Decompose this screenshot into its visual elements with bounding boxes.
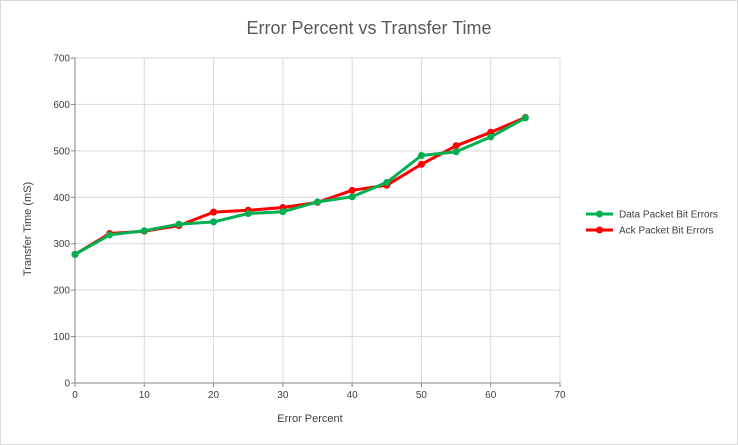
x-tick-label: 0 — [72, 390, 78, 401]
y-tick-label: 0 — [64, 379, 70, 390]
gridlines — [75, 57, 561, 383]
y-tick-label: 200 — [53, 286, 70, 297]
data-point — [348, 186, 356, 194]
data-point — [71, 250, 79, 258]
legend-item: Data Packet Bit Errors — [586, 210, 718, 221]
x-tick-label: 50 — [416, 390, 428, 401]
data-point — [279, 208, 287, 216]
data-point — [417, 152, 425, 159]
data-point — [452, 142, 460, 150]
data-point — [175, 220, 183, 228]
data-point — [106, 231, 114, 239]
data-point — [210, 218, 218, 226]
x-axis-label: Error Percent — [277, 413, 342, 425]
legend-label: Data Packet Bit Errors — [619, 210, 718, 221]
series-ack-packet-bit-errors — [71, 113, 529, 258]
data-point — [244, 210, 252, 218]
data-point — [210, 208, 218, 216]
legend-marker — [596, 210, 603, 218]
data-point — [452, 148, 460, 156]
data-point — [348, 193, 356, 201]
y-tick-labels: 0 100 200 300 400 500 600 700 — [53, 54, 70, 390]
y-tick-label: 600 — [53, 100, 70, 111]
data-point — [383, 178, 391, 186]
data-point — [314, 198, 321, 206]
y-tick-label: 100 — [53, 332, 70, 343]
x-tick-labels: 0 10 20 30 40 50 60 70 — [72, 390, 566, 401]
chart-title: Error Percent vs Transfer Time — [246, 18, 491, 38]
data-point — [521, 114, 529, 122]
x-tick-label: 70 — [554, 390, 566, 401]
legend-item: Ack Packet Bit Errors — [586, 226, 713, 237]
series-data-packet-bit-errors — [71, 114, 529, 258]
legend-marker — [596, 226, 603, 234]
y-tick-label: 400 — [53, 193, 70, 204]
x-tick-label: 40 — [347, 390, 359, 401]
legend: Data Packet Bit Errors Ack Packet Bit Err… — [586, 210, 718, 237]
y-tick-label: 500 — [53, 146, 70, 157]
x-tick-label: 30 — [277, 390, 289, 401]
x-tick-label: 10 — [139, 390, 151, 401]
data-point — [417, 160, 425, 168]
y-tick-label: 700 — [53, 54, 70, 65]
series-line — [73, 116, 527, 256]
legend-label: Ack Packet Bit Errors — [619, 226, 713, 237]
y-tick-label: 300 — [53, 239, 70, 250]
axes — [71, 57, 561, 387]
data-point — [487, 133, 495, 141]
data-point — [140, 227, 148, 235]
x-tick-label: 60 — [485, 390, 497, 401]
y-axis-label: Transfer Time (mS) — [22, 182, 34, 276]
series-group — [71, 113, 529, 258]
x-tick-label: 20 — [208, 390, 220, 401]
